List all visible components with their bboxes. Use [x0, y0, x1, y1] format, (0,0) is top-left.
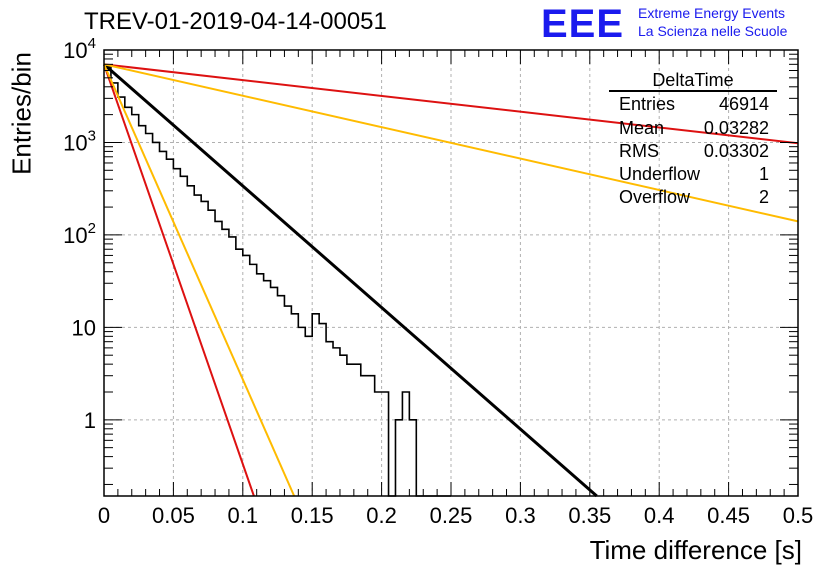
stats-value: 1 — [758, 164, 769, 184]
stats-row-overflow: Overflow 2 — [619, 187, 769, 211]
x-tick-label: 0.25 — [430, 503, 473, 528]
stats-value: 0.03302 — [703, 141, 769, 161]
stats-row-entries: Entries 46914 — [619, 94, 769, 118]
stats-value: 46914 — [718, 94, 769, 114]
y-tick-labels: 1 10 102 103 104 — [63, 35, 96, 433]
x-tick-labels: 0 0.05 0.1 0.15 0.2 0.25 0.3 0.35 0.4 0.45 0.5 — [98, 503, 813, 528]
stats-title-underline — [609, 90, 777, 92]
y-tick-label: 10 — [72, 315, 96, 340]
stats-row-underflow: Underflow 1 — [619, 164, 769, 188]
stats-label: RMS — [619, 141, 659, 161]
stats-value: 0.03282 — [703, 118, 769, 138]
logo-caption-line1: Extreme Energy Events — [638, 5, 786, 21]
stats-label: Entries — [619, 94, 676, 114]
series-line-4 — [103, 63, 296, 497]
stats-label: Underflow — [619, 164, 701, 184]
x-tick-label: 0.1 — [228, 503, 259, 528]
x-tick-label: 0.4 — [644, 503, 675, 528]
x-tick-label: 0.05 — [152, 503, 195, 528]
stats-label: Overflow — [619, 187, 691, 207]
eee-logo: EEE — [541, 2, 625, 46]
fit-lines — [103, 63, 799, 498]
y-tick-label: 1 — [84, 408, 96, 433]
series-line-2 — [103, 63, 799, 223]
x-tick-label: 0.45 — [707, 503, 750, 528]
stats-box: DeltaTime Entries 46914 Mean 0.03282 RMS… — [609, 68, 777, 208]
y-tick-label: 102 — [63, 220, 96, 248]
stats-label: Mean — [619, 118, 665, 138]
y-tick-label: 104 — [63, 35, 96, 63]
x-axis-label: Time difference [s] — [589, 535, 802, 565]
stats-row-mean: Mean 0.03282 — [619, 118, 769, 142]
stats-title: DeltaTime — [652, 70, 734, 90]
axis-ticks — [103, 49, 799, 496]
series-line-0 — [103, 63, 598, 498]
x-tick-label: 0.15 — [291, 503, 334, 528]
series-line-3 — [103, 63, 255, 497]
x-tick-label: 0.35 — [568, 503, 611, 528]
histogram-steps — [104, 65, 451, 497]
logo-caption: Extreme Energy Events La Scienza nelle S… — [638, 4, 787, 40]
x-tick-label: 0.3 — [505, 503, 536, 528]
y-tick-label: 103 — [63, 127, 96, 155]
x-tick-label: 0.2 — [366, 503, 397, 528]
logo-caption-line2: La Scienza nelle Scuole — [638, 23, 788, 39]
run-title: TREV-01-2019-04-14-00051 — [84, 8, 387, 35]
x-tick-label: 0.5 — [783, 503, 814, 528]
series-line-1 — [103, 63, 799, 145]
x-tick-label: 0 — [98, 503, 110, 528]
stats-row-rms: RMS 0.03302 — [619, 141, 769, 165]
histogram — [104, 65, 451, 497]
stats-value: 2 — [758, 187, 769, 207]
y-axis-label: Entries/bin — [6, 52, 37, 175]
